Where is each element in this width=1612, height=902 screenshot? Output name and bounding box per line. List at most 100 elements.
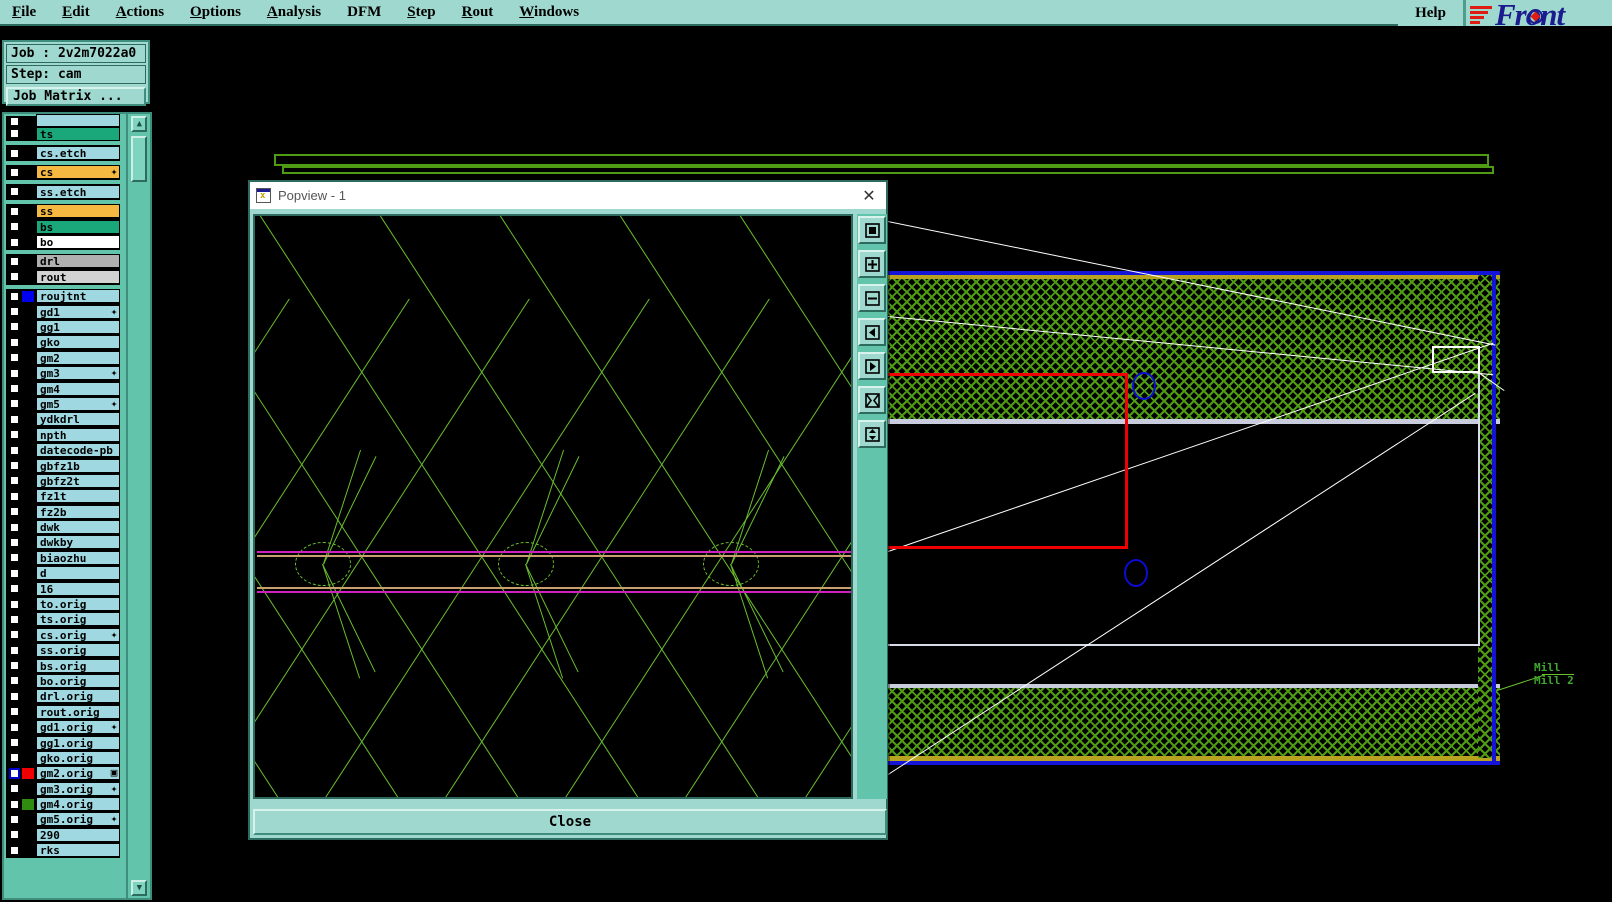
layer-row-d[interactable]: d — [6, 565, 121, 581]
close-icon[interactable]: ✕ — [862, 187, 876, 205]
layer-visibility-checkbox[interactable] — [9, 306, 20, 318]
layer-visibility-checkbox[interactable] — [9, 706, 20, 718]
layer-row-gm5.orig[interactable]: gm5.orig ✦ — [6, 811, 121, 828]
layer-visibility-checkbox[interactable] — [9, 236, 20, 248]
layer-visibility-checkbox[interactable] — [9, 271, 20, 283]
menu-item-help[interactable]: Help — [1415, 4, 1446, 21]
layer-visibility-checkbox[interactable] — [9, 583, 20, 595]
zoom-home-tool[interactable] — [858, 420, 886, 448]
layer-row-rks[interactable]: rks — [6, 842, 121, 858]
layer-visibility-checkbox[interactable] — [9, 506, 20, 518]
layer-visibility-checkbox[interactable] — [9, 536, 20, 548]
layer-name-label[interactable]: ss.orig — [36, 643, 121, 658]
layer-color-swatch[interactable] — [22, 290, 34, 302]
layer-name-label[interactable]: biaozhu — [36, 550, 121, 565]
layer-name-label[interactable]: gbfz1b — [36, 458, 121, 473]
layer-visibility-checkbox[interactable] — [9, 186, 20, 198]
layer-name-label[interactable]: ss.etch — [36, 184, 121, 199]
layer-row-drl[interactable]: drl — [6, 253, 121, 270]
layer-row-gm3.orig[interactable]: gm3.orig ✦ — [6, 781, 121, 797]
layer-name-label[interactable]: gd1 ✦ — [36, 304, 121, 319]
layer-row-npth[interactable]: npth — [6, 427, 121, 443]
layer-color-swatch[interactable] — [22, 767, 34, 779]
layer-name-label[interactable]: gd1.orig ✦ — [36, 720, 121, 735]
layer-row-cs.orig[interactable]: cs.orig ✦ — [6, 627, 121, 643]
layer-visibility-checkbox[interactable] — [9, 367, 20, 379]
layer-name-label[interactable]: gm3 ✦ — [36, 366, 121, 381]
menu-item-edit[interactable]: Edit — [62, 3, 90, 20]
layer-row-ss.orig[interactable]: ss.orig — [6, 642, 121, 658]
layer-visibility-checkbox[interactable] — [9, 829, 20, 841]
layer-color-swatch[interactable] — [22, 236, 34, 248]
layer-color-swatch[interactable] — [22, 844, 34, 856]
menu-item-windows[interactable]: Windows — [519, 3, 580, 20]
layer-name-label[interactable]: d — [36, 566, 121, 581]
layer-visibility-checkbox[interactable] — [9, 767, 20, 779]
layer-row-gg1[interactable]: gg1 — [6, 319, 121, 335]
layer-name-label[interactable]: fz2b — [36, 504, 121, 519]
layer-color-swatch[interactable] — [22, 629, 34, 641]
layer-row-gko[interactable]: gko — [6, 334, 121, 351]
layer-name-label[interactable]: gm2 — [36, 350, 121, 365]
layer-row-gm4.orig[interactable]: gm4.orig — [6, 796, 121, 812]
layer-name-label[interactable]: gm3.orig ✦ — [36, 781, 121, 796]
layer-name-label[interactable]: bo — [36, 235, 121, 250]
layer-row-biaozhu[interactable]: biaozhu — [6, 550, 121, 566]
layer-row-16[interactable]: 16 — [6, 580, 121, 597]
layer-row-ydkdrl[interactable]: ydkdrl — [6, 411, 121, 428]
layer-color-swatch[interactable] — [22, 536, 34, 548]
layer-row-dwkby[interactable]: dwkby — [6, 534, 121, 551]
layer-row-bo.orig[interactable]: bo.orig — [6, 673, 121, 689]
layer-visibility-checkbox[interactable] — [9, 444, 20, 456]
layer-row-gm4[interactable]: gm4 — [6, 380, 121, 397]
layer-visibility-checkbox[interactable] — [9, 115, 20, 127]
layer-visibility-checkbox[interactable] — [9, 721, 20, 733]
layer-list[interactable]: ts cs.etch cs ✦ ss.etch ss bs bo drl rout roujtnt g… — [4, 114, 123, 898]
layer-row-bo[interactable]: bo — [6, 234, 121, 250]
layer-name-label[interactable]: dwkby — [36, 535, 121, 550]
layer-name-label[interactable]: ts.orig — [36, 612, 121, 627]
layer-visibility-checkbox[interactable] — [9, 490, 20, 502]
layer-color-swatch[interactable] — [22, 598, 34, 610]
layer-color-swatch[interactable] — [22, 567, 34, 579]
layer-row-gd1[interactable]: gd1 ✦ — [6, 303, 121, 320]
popview-titlebar[interactable]: Popview - 1 ✕ — [250, 182, 886, 211]
layer-name-label[interactable]: ss — [36, 204, 121, 219]
layer-color-swatch[interactable] — [22, 321, 34, 333]
layer-visibility-checkbox[interactable] — [9, 644, 20, 656]
layer-color-swatch[interactable] — [22, 429, 34, 441]
layer-name-label[interactable]: bs — [36, 219, 121, 234]
layer-visibility-checkbox[interactable] — [9, 660, 20, 672]
layer-color-swatch[interactable] — [22, 737, 34, 749]
pan-right-tool[interactable] — [858, 352, 886, 380]
layer-row-gm5[interactable]: gm5 ✦ — [6, 396, 121, 412]
layer-color-swatch[interactable] — [22, 490, 34, 502]
layer-color-swatch[interactable] — [22, 783, 34, 795]
pan-left-tool[interactable] — [858, 318, 886, 346]
layer-visibility-checkbox[interactable] — [9, 221, 20, 233]
popview-canvas[interactable] — [253, 214, 853, 799]
layer-row-rout[interactable]: rout — [6, 269, 121, 285]
layer-row-gm3[interactable]: gm3 ✦ — [6, 365, 121, 381]
layer-visibility-checkbox[interactable] — [9, 798, 20, 810]
layer-color-swatch[interactable] — [22, 383, 34, 395]
layer-row-gko.orig[interactable]: gko.orig — [6, 750, 121, 766]
layer-row-cs.etch[interactable]: cs.etch — [6, 145, 121, 161]
layer-color-swatch[interactable] — [22, 186, 34, 198]
layer-color-swatch[interactable] — [22, 398, 34, 410]
layer-color-swatch[interactable] — [22, 613, 34, 625]
layer-visibility-checkbox[interactable] — [9, 290, 20, 302]
layer-name-label[interactable]: to.orig — [36, 597, 121, 612]
layer-visibility-checkbox[interactable] — [9, 383, 20, 395]
layer-color-swatch[interactable] — [22, 221, 34, 233]
layer-row-to.orig[interactable]: to.orig — [6, 596, 121, 612]
layer-row-gd1.orig[interactable]: gd1.orig ✦ — [6, 719, 121, 735]
layer-color-swatch[interactable] — [22, 166, 34, 178]
layer-color-swatch[interactable] — [22, 115, 34, 127]
layer-color-swatch[interactable] — [22, 752, 34, 764]
job-matrix-button[interactable]: Job Matrix ... — [6, 87, 146, 106]
layer-row-rout.orig[interactable]: rout.orig — [6, 704, 121, 720]
layer-visibility-checkbox[interactable] — [9, 813, 20, 825]
menu-item-file[interactable]: File — [12, 3, 37, 20]
layer-name-label[interactable]: 16 — [36, 581, 121, 596]
